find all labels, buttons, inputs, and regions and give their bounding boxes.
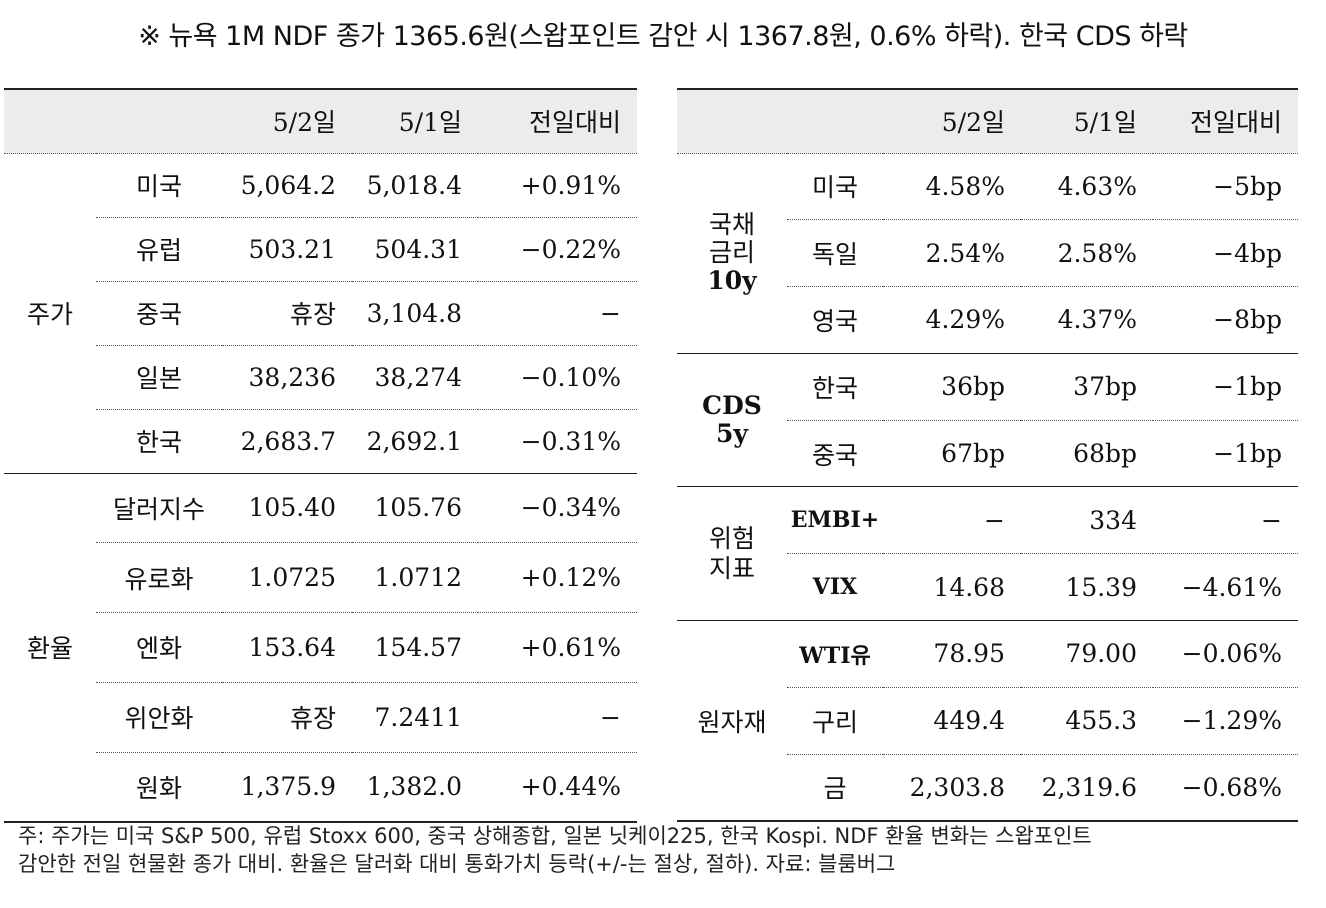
table-row: CDS 5y 한국 36bp 37bp −1bp xyxy=(677,352,1298,487)
rates-cds-risk-commodities-table: 5/2일 5/1일 전일대비 국채 금리 10y 미국 4.58% 4.63% … xyxy=(677,88,1298,822)
group-label-commodities: 원자재 xyxy=(677,620,787,821)
table-row: 위험 지표 EMBI+ − 334 − xyxy=(677,486,1298,621)
table-row: 독일 2.54% 2.58% −4bp xyxy=(677,219,1298,287)
table-row: 주가 미국 5,064.2 5,018.4 +0.91% xyxy=(4,153,637,330)
header-date-1: 5/2일 xyxy=(222,89,352,154)
header-date-2: 5/1일 xyxy=(1021,89,1153,154)
table-row: 엔화 153.64 154.57 +0.61% xyxy=(4,612,637,683)
group-label-risk: 위험 지표 xyxy=(677,486,787,621)
table-row: 원화 1,375.9 1,382.0 +0.44% xyxy=(4,751,637,822)
page-title: ※ 뉴욕 1M NDF 종가 1365.6원(스왑포인트 감안 시 1367.8… xyxy=(138,21,1188,52)
header-change: 전일대비 xyxy=(1153,89,1298,154)
table-row: 중국 67bp 68bp −1bp xyxy=(677,419,1298,487)
table-row: 한국 2,683.7 2,692.1 −0.31% xyxy=(4,408,637,473)
table-row: 위안화 휴장 7.2411 − xyxy=(4,681,637,753)
header-date-1: 5/2일 xyxy=(883,89,1021,154)
footnote: 주: 주가는 미국 S&P 500, 유럽 Stoxx 600, 중국 상해종합… xyxy=(18,822,1308,878)
group-label-fx: 환율 xyxy=(4,472,96,822)
table-row: 일본 38,236 38,274 −0.10% xyxy=(4,344,637,409)
footnote-line-2: 감안한 전일 현물환 종가 대비. 환율은 달러화 대비 통화가치 등락(+/-… xyxy=(18,852,896,876)
group-label-bonds: 국채 금리 10y xyxy=(707,210,757,296)
header-date-2: 5/1일 xyxy=(352,89,478,154)
table-row: 환율 달러지수 105.40 105.76 −0.34% xyxy=(4,472,637,822)
table-row: 금 2,303.8 2,319.6 −0.68% xyxy=(677,753,1298,821)
table-row: 원자재 WTI유 78.95 79.00 −0.06% xyxy=(677,620,1298,821)
table-row: 국채 금리 10y 미국 4.58% 4.63% −5bp xyxy=(677,153,1298,295)
table-row: 구리 449.4 455.3 −1.29% xyxy=(677,686,1298,755)
header-row: 5/2일 5/1일 전일대비 xyxy=(677,89,1298,154)
group-label-stocks: 주가 xyxy=(26,300,73,329)
header-change: 전일대비 xyxy=(478,89,637,154)
header-row: 5/2일 5/1일 전일대비 xyxy=(4,89,637,154)
footnote-line-1: 주: 주가는 미국 S&P 500, 유럽 Stoxx 600, 중국 상해종합… xyxy=(18,824,1092,848)
table-row: VIX 14.68 15.39 −4.61% xyxy=(677,553,1298,621)
group-label-cds: CDS 5y xyxy=(677,352,787,487)
table-row: 영국 4.29% 4.37% −8bp xyxy=(677,286,1298,354)
table-row: 유럽 503.21 504.31 −0.22% xyxy=(4,216,637,281)
table-row: 중국 휴장 3,104.8 − xyxy=(4,280,637,345)
stocks-fx-table: 5/2일 5/1일 전일대비 주가 미국 5,064.2 5,018.4 +0.… xyxy=(4,88,637,823)
table-row: 유로화 1.0725 1.0712 +0.12% xyxy=(4,542,637,613)
